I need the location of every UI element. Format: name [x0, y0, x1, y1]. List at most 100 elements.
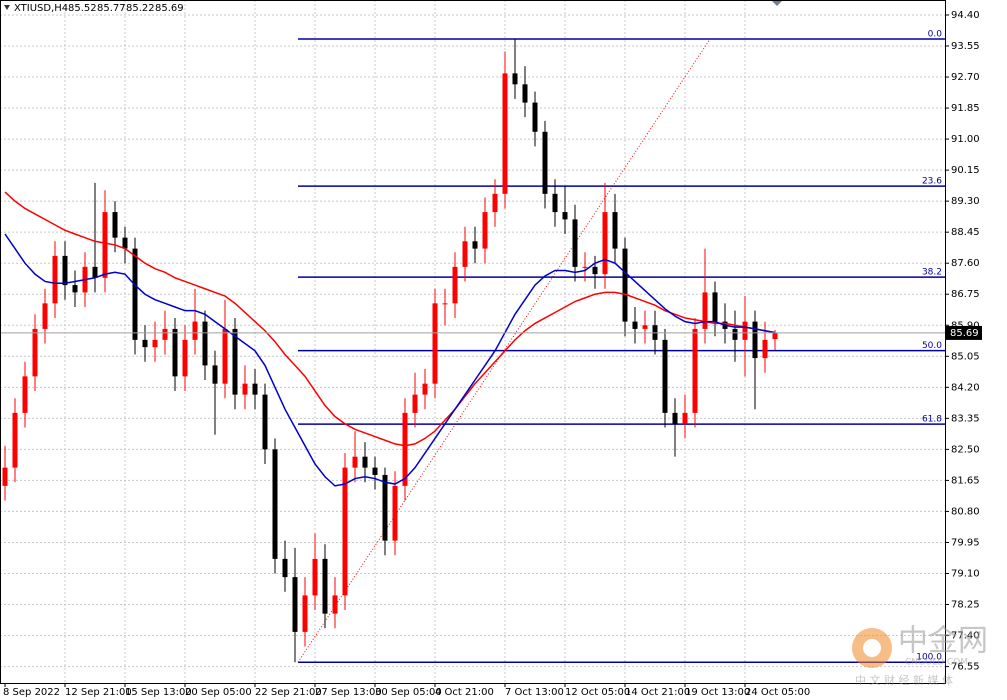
candle-body	[332, 595, 338, 614]
candle-body	[462, 241, 468, 267]
candle-body	[112, 212, 118, 238]
y-tick-label: 80.80	[951, 506, 980, 517]
candle-body	[392, 485, 398, 541]
candle-body	[32, 328, 38, 377]
x-tick-label: 8 Sep 2022	[3, 687, 60, 698]
y-tick-label: 79.10	[951, 568, 980, 579]
candle-body	[482, 212, 488, 249]
x-tick-label: 20 Sep 05:00	[185, 687, 252, 698]
y-tick-label: 77.40	[951, 631, 980, 642]
candle-body	[42, 303, 48, 329]
candle-body	[12, 412, 18, 468]
candle-body	[182, 339, 188, 377]
candle-body	[542, 131, 548, 194]
axes: 94.40 93.55 92.70 91.85 91.00 90.15 89.30 88.45…	[3, 10, 982, 698]
x-tick-label: 22 Sep 21:00	[255, 687, 322, 698]
candle-body	[712, 292, 718, 322]
candle-body	[362, 456, 368, 468]
fib-label: 100.0	[916, 653, 942, 663]
candle-body	[432, 303, 438, 384]
x-tick-label: 7 Oct 13:00	[505, 687, 564, 698]
x-tick-label: 30 Sep 05:00	[375, 687, 442, 698]
candle-body	[192, 321, 198, 340]
candle-body	[512, 73, 518, 85]
y-tick-label: 94.40	[951, 10, 980, 21]
plot-border	[0, 0, 946, 684]
candle-body	[632, 321, 638, 329]
candle-body	[122, 237, 128, 249]
candle-body	[602, 212, 608, 275]
candle-body	[262, 394, 268, 450]
candle-body	[102, 212, 108, 278]
candle-body	[762, 339, 768, 359]
candle-body	[272, 449, 278, 559]
candle-body	[232, 328, 238, 395]
candle-body	[92, 266, 98, 278]
plot: 0.0 23.6 38.2 50.0 61.8 100.0	[0, 30, 945, 663]
candle-body	[422, 383, 428, 395]
candle-body	[382, 474, 388, 541]
watermark: 中金网 CNGOLD.COM 中 文 财 经 新 媒 体	[852, 624, 988, 687]
candle-body	[502, 73, 508, 194]
candle-body	[252, 383, 258, 395]
candle-body	[622, 248, 628, 322]
y-tick-label: 91.00	[951, 134, 980, 145]
fib-label: 23.6	[922, 177, 942, 187]
menu-arrow[interactable]	[4, 5, 10, 10]
candle-body	[592, 266, 598, 275]
candle-body	[742, 321, 748, 340]
candle-body	[2, 467, 8, 486]
candle-body	[672, 412, 678, 424]
y-tick-label: 83.35	[951, 413, 980, 424]
candle-body	[172, 328, 178, 377]
candle-body	[62, 255, 68, 286]
symbol: XTIUSD,H4	[14, 3, 68, 14]
candle-body	[752, 321, 758, 359]
candle-body	[322, 558, 328, 614]
candle-body	[662, 339, 668, 413]
y-tick-label: 78.25	[951, 600, 980, 611]
header-high: 85.77	[97, 3, 126, 14]
candle-body	[522, 84, 528, 103]
candle-body	[582, 266, 588, 268]
candle-body	[472, 241, 478, 249]
candle-body	[612, 212, 618, 249]
y-tick-label: 79.95	[951, 537, 980, 548]
candle-body	[372, 467, 378, 475]
candle-body	[282, 558, 288, 578]
indicator-line	[4, 233, 776, 487]
indicator-line	[4, 191, 776, 447]
grid	[0, 0, 945, 683]
x-tick-label: 12 Sep 21:00	[65, 687, 132, 698]
candle-body	[772, 332, 778, 340]
header-low: 85.22	[126, 3, 155, 14]
candle-body	[562, 212, 568, 220]
y-tick-label: 84.20	[951, 382, 980, 393]
y-tick-label: 86.75	[951, 289, 980, 300]
y-tick-label: 88.45	[951, 227, 980, 238]
candle-body	[642, 325, 648, 329]
x-tick-label: 19 Oct 13:00	[685, 687, 750, 698]
y-tick-label: 85.90	[951, 320, 980, 331]
candle-body	[732, 328, 738, 340]
y-tick-label: 85.05	[951, 351, 980, 362]
shift-marker[interactable]	[772, 1, 782, 6]
x-tick-label: 15 Sep 13:00	[125, 687, 192, 698]
candle-body	[572, 219, 578, 267]
candle-body	[352, 456, 358, 468]
header-close: 85.69	[155, 3, 184, 14]
fib-label: 50.0	[922, 341, 942, 351]
candle-body	[72, 285, 78, 293]
y-tick-label: 82.50	[951, 444, 980, 455]
y-tick-label: 89.30	[951, 196, 980, 207]
candle-body	[162, 328, 168, 340]
candle-body	[442, 303, 448, 305]
watermark-domain: CNGOLD.COM	[905, 658, 968, 668]
y-tick-label: 76.55	[951, 662, 980, 673]
y-tick-label: 90.15	[951, 165, 980, 176]
x-tick-label: 24 Oct 05:00	[745, 687, 810, 698]
x-tick-label: 4 Oct 21:00	[435, 687, 494, 698]
candle-body	[302, 595, 308, 632]
